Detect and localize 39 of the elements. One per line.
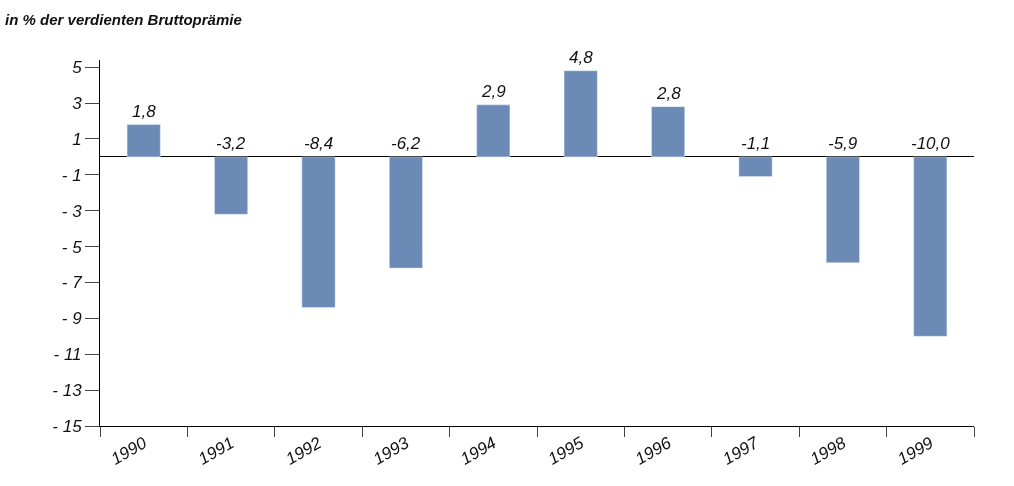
x-tick-label: 1999 xyxy=(894,433,938,469)
chart-title: in % der verdienten Bruttoprämie xyxy=(5,11,242,29)
x-tick-label: 1990 xyxy=(107,433,151,469)
bar xyxy=(913,156,948,337)
x-tick-label: 1991 xyxy=(195,433,238,469)
data-label: -10,0 xyxy=(911,134,951,153)
y-tick-label: - 9 xyxy=(61,309,83,329)
y-tick-label: 3 xyxy=(72,94,83,114)
bar xyxy=(651,106,685,158)
y-tick-label: - 1 xyxy=(61,165,82,185)
bar xyxy=(738,156,773,177)
bar xyxy=(563,70,598,158)
x-tick-label: 1993 xyxy=(369,433,413,469)
bar xyxy=(126,124,161,158)
bar xyxy=(214,156,248,215)
data-label: -8,4 xyxy=(304,134,334,153)
y-tick-label: - 11 xyxy=(53,345,82,365)
data-label: -1,1 xyxy=(741,134,771,153)
bar xyxy=(826,156,860,263)
bar xyxy=(301,156,336,308)
data-label: 2,8 xyxy=(656,84,682,103)
x-tick-label: 1998 xyxy=(806,433,850,469)
y-tick-label: - 3 xyxy=(61,201,83,221)
data-label: 1,8 xyxy=(132,102,157,121)
data-label: -3,2 xyxy=(216,134,246,153)
x-tick-label: 1992 xyxy=(282,433,326,469)
y-tick-label: - 7 xyxy=(61,273,83,293)
data-label: 4,8 xyxy=(569,48,594,67)
y-tick-label: - 5 xyxy=(61,237,83,257)
y-tick-label: 5 xyxy=(72,58,83,78)
y-tick-label: - 13 xyxy=(52,381,83,401)
y-tick-label: - 15 xyxy=(52,416,83,436)
bar xyxy=(389,156,423,269)
bar xyxy=(476,104,511,158)
data-label: -6,2 xyxy=(391,134,421,153)
data-label: -5,9 xyxy=(828,134,858,153)
y-tick-label: 1 xyxy=(72,129,82,149)
data-label: 2,9 xyxy=(481,82,507,101)
x-tick-label: 1996 xyxy=(632,433,675,469)
